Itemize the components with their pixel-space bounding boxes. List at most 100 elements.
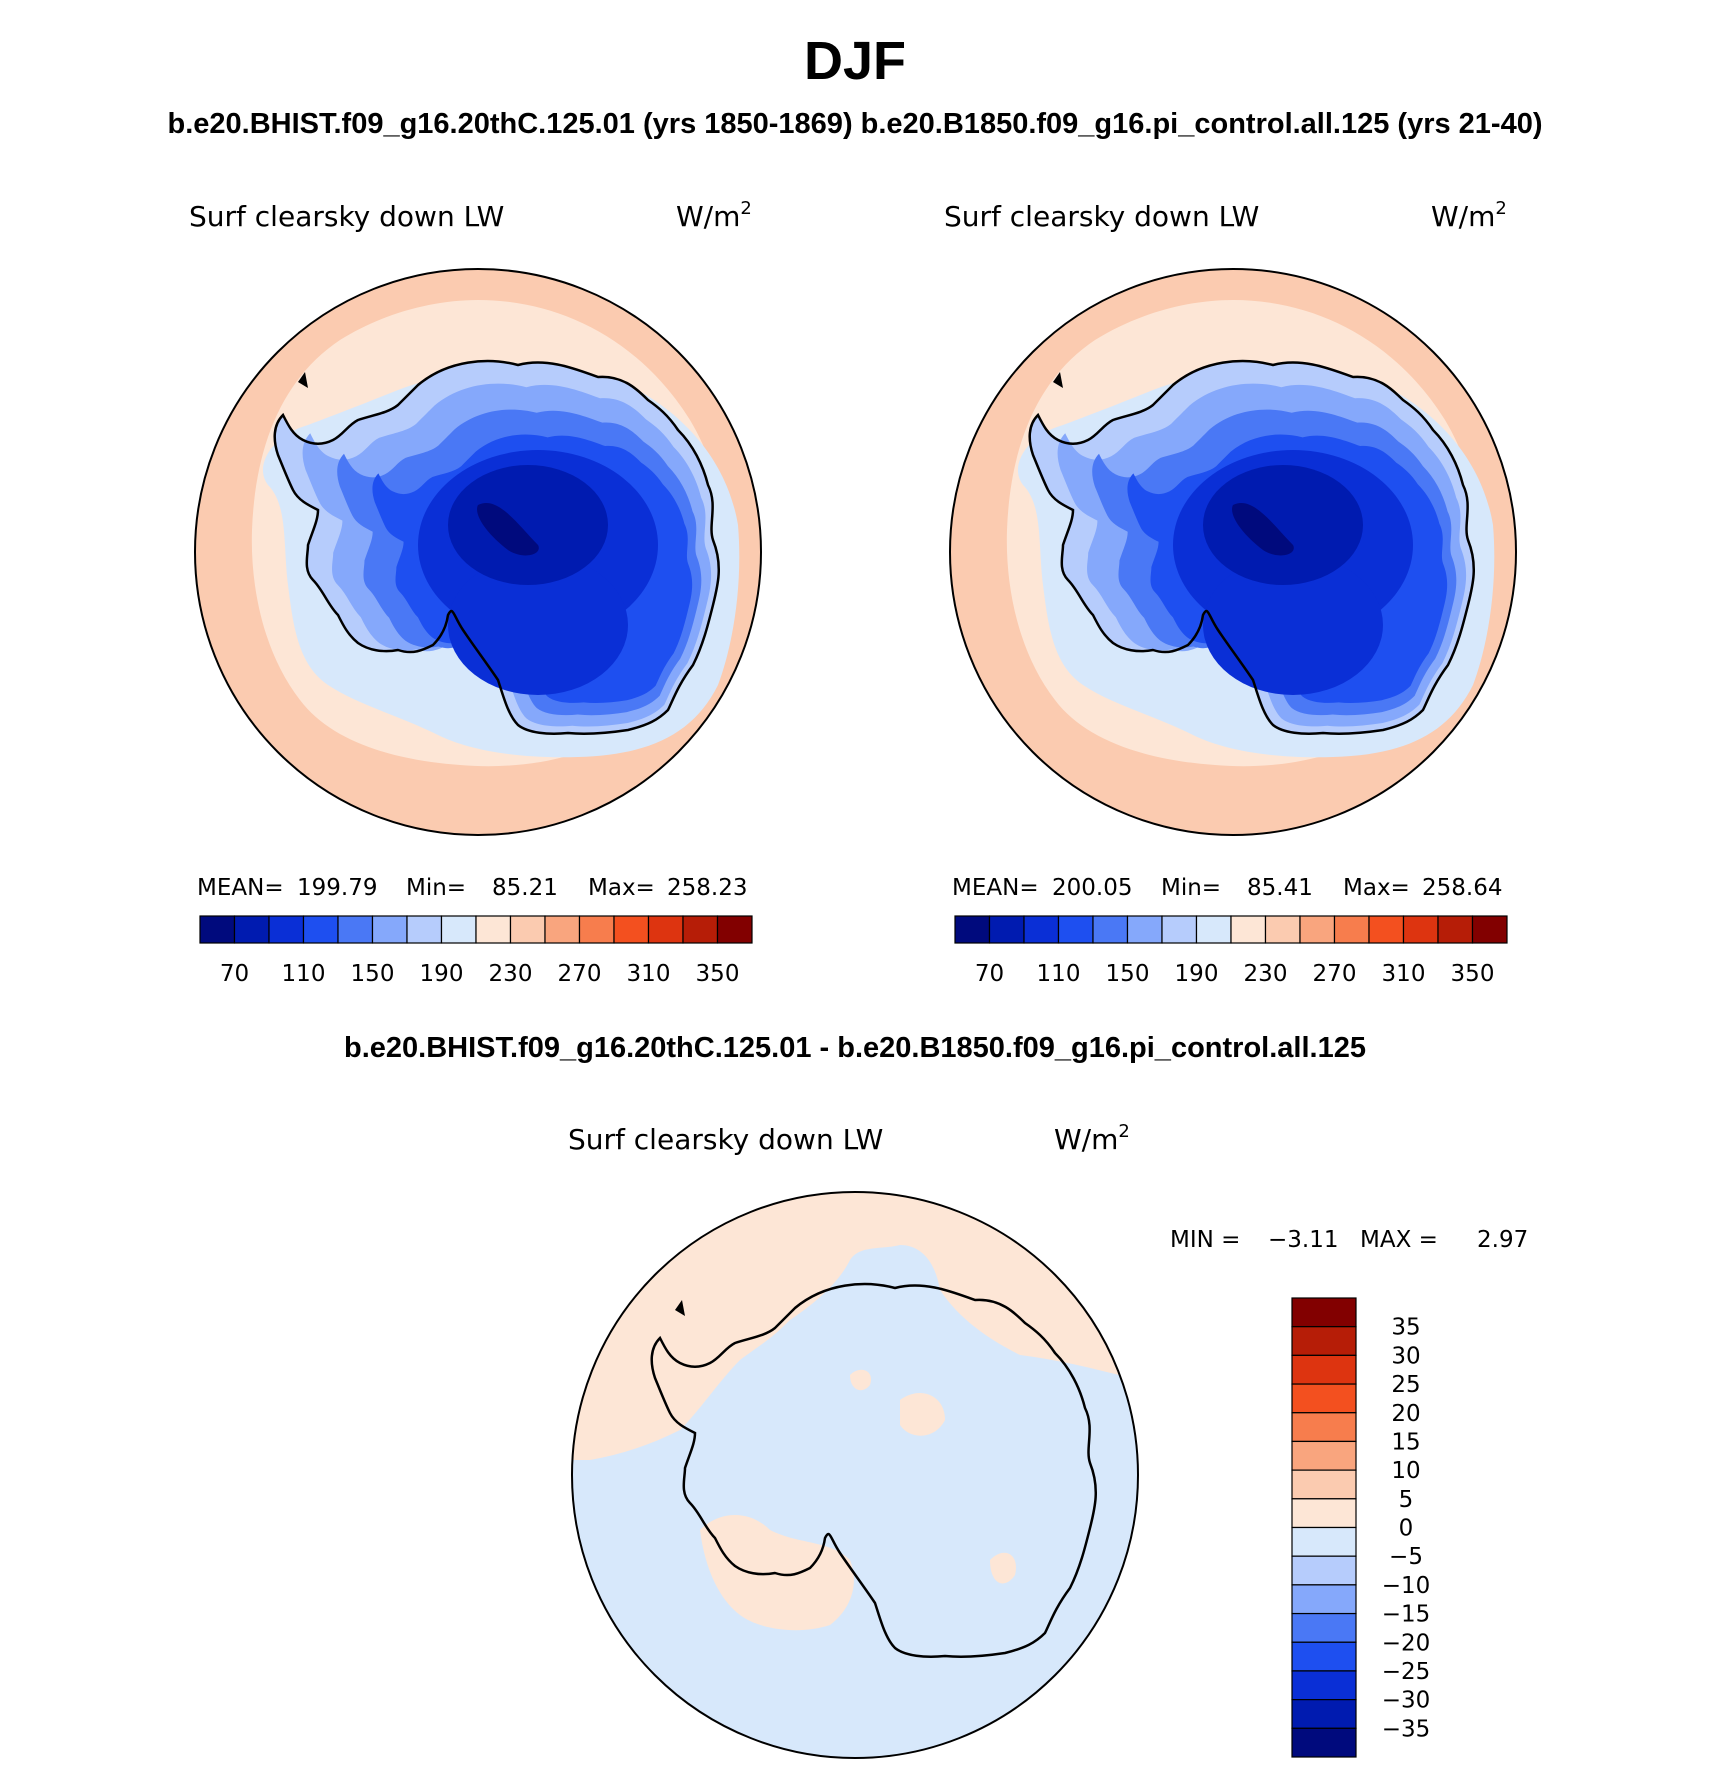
diff-positive-north: [572, 1192, 1138, 1460]
diff-colorbar-swatch: [1291, 1612, 1357, 1643]
panel-1-ice-min: [477, 503, 539, 556]
colorbar-swatch: [233, 915, 270, 944]
diff-colorbar-swatch: [1291, 1727, 1357, 1758]
diff-colorbar: [1291, 1297, 1357, 1758]
panel-2-map-border: [949, 268, 1517, 836]
colorbar-swatch: [1299, 915, 1336, 944]
panel-1-max-value: 258.23: [667, 875, 747, 901]
colorbar-swatch: [988, 915, 1025, 944]
map-panel-2: Surf clearsky down LW W/m2 MEAN=: [944, 198, 1517, 987]
panel-2-mean-label: MEAN=: [952, 875, 1039, 901]
panel-2-field-label: Surf clearsky down LW: [944, 200, 1259, 233]
diff-min-value: −3.11: [1268, 1227, 1338, 1253]
colorbar-tick-label: 70: [220, 961, 249, 987]
diff-colorbar-swatch: [1291, 1498, 1357, 1529]
panel-1-max-label: Max=: [588, 875, 655, 901]
diff-colorbar-tick-label: −5: [1389, 1544, 1423, 1570]
figure-title: DJF: [803, 31, 906, 91]
colorbar-swatch: [682, 915, 719, 944]
colorbar-swatch: [440, 915, 477, 944]
diff-colorbar-tick-label: 5: [1399, 1487, 1414, 1513]
diff-colorbar-swatch: [1291, 1412, 1357, 1443]
diff-colorbar-tick-label: 10: [1391, 1458, 1420, 1484]
diff-colorbar-tick-label: 35: [1391, 1315, 1420, 1341]
colorbar-tick-label: 190: [1175, 961, 1219, 987]
panel-1-map: [195, 269, 761, 835]
colorbar-swatch: [954, 915, 991, 944]
map-panel-1: Surf clearsky down LW W/m2 MEAN=: [189, 198, 762, 987]
panel-1-units: W/m2: [676, 198, 752, 233]
panel-2-units: W/m2: [1431, 198, 1507, 233]
panel-2-min-label: Min=: [1161, 875, 1221, 901]
diff-colorbar-tick-label: −15: [1382, 1602, 1431, 1628]
diff-colorbar-tick-label: −30: [1382, 1688, 1431, 1714]
panel-2-ice-min: [1232, 503, 1294, 556]
diff-colorbar-swatch: [1291, 1555, 1357, 1586]
colorbar-swatch: [406, 915, 443, 944]
diff-colorbar-swatch: [1291, 1526, 1357, 1557]
diff-colorbar-tick-label: −10: [1382, 1573, 1431, 1599]
colorbar-swatch: [1402, 915, 1439, 944]
run-comparison-title: b.e20.BHIST.f09_g16.20thC.125.01 (yrs 18…: [167, 108, 1543, 140]
diff-colorbar-swatch: [1291, 1469, 1357, 1500]
panel-1-mean-value: 199.79: [297, 875, 377, 901]
panel-1-warm-band: [195, 310, 240, 420]
colorbar-swatch: [1195, 915, 1232, 944]
diff-positive-patch-4: [990, 1552, 1016, 1584]
panel-2-ice-level-5b: [1203, 555, 1383, 695]
colorbar-tick-label: 230: [1244, 961, 1288, 987]
panel-1-colorbar: [199, 915, 753, 944]
diff-min-label: MIN =: [1170, 1227, 1240, 1253]
colorbar-swatch: [544, 915, 581, 944]
panel-2-max-label: Max=: [1343, 875, 1410, 901]
colorbar-swatch: [1057, 915, 1094, 944]
colorbar-swatch: [199, 915, 236, 944]
diff-colorbar-swatch: [1291, 1297, 1357, 1328]
diff-map: [572, 1192, 1138, 1758]
diff-positive-patch-5: [850, 1369, 871, 1391]
colorbar-tick-label: 150: [1106, 961, 1150, 987]
difference-title: b.e20.BHIST.f09_g16.20thC.125.01 - b.e20…: [344, 1032, 1366, 1064]
colorbar-swatch: [1333, 915, 1370, 944]
colorbar-swatch: [302, 915, 339, 944]
colorbar-tick-label: 70: [975, 961, 1004, 987]
diff-max-label: MAX =: [1360, 1227, 1438, 1253]
colorbar-swatch: [716, 915, 753, 944]
diff-colorbar-tick-label: −20: [1382, 1630, 1431, 1656]
colorbar-tick-label: 110: [1037, 961, 1081, 987]
panel-2-warm-band: [950, 310, 995, 420]
colorbar-swatch: [647, 915, 684, 944]
diff-colorbar-tick-label: 25: [1391, 1372, 1420, 1398]
colorbar-tick-label: 310: [627, 961, 671, 987]
panel-1-mean-label: MEAN=: [197, 875, 284, 901]
diff-colorbar-swatch: [1291, 1699, 1357, 1729]
panel-2-colorbar-ticks: 70 110 150 190 230 270 310 350: [975, 961, 1495, 987]
diff-colorbar-swatch: [1291, 1326, 1357, 1356]
colorbar-swatch: [1230, 915, 1267, 944]
diff-positive-patch-3: [900, 1392, 945, 1436]
diff-colorbar-tick-label: −35: [1382, 1716, 1431, 1742]
diff-colorbar-swatch: [1291, 1584, 1357, 1615]
colorbar-tick-label: 310: [1382, 961, 1426, 987]
colorbar-swatch: [1126, 915, 1163, 944]
colorbar-swatch: [578, 915, 615, 944]
colorbar-swatch: [1264, 915, 1301, 944]
diff-island: [675, 1300, 685, 1316]
colorbar-swatch: [1471, 915, 1508, 944]
diff-colorbar-swatch: [1291, 1641, 1357, 1672]
colorbar-tick-label: 110: [282, 961, 326, 987]
diff-field-label: Surf clearsky down LW: [568, 1123, 883, 1156]
diff-colorbar-tick-label: 0: [1399, 1516, 1414, 1542]
colorbar-tick-label: 350: [696, 961, 740, 987]
colorbar-tick-label: 270: [1313, 961, 1357, 987]
colorbar-tick-label: 190: [420, 961, 464, 987]
diff-map-border: [571, 1191, 1139, 1759]
diff-positive-patch-1: [923, 1225, 951, 1262]
panel-2-mean-value: 200.05: [1052, 875, 1132, 901]
panel-1-map-border: [194, 268, 762, 836]
colorbar-tick-label: 230: [489, 961, 533, 987]
colorbar-swatch: [613, 915, 650, 944]
diff-colorbar-swatch: [1291, 1670, 1357, 1701]
